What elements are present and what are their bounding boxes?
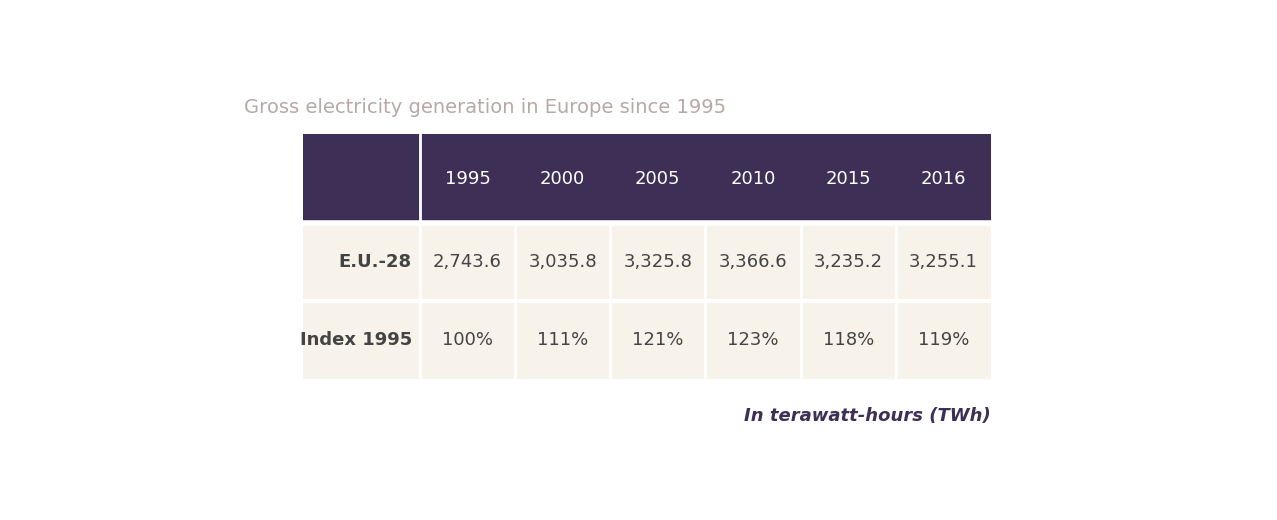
Text: Gross electricity generation in Europe since 1995: Gross electricity generation in Europe s… [244,98,725,118]
Text: 100%: 100% [442,331,493,349]
FancyBboxPatch shape [303,301,991,379]
Text: 111%: 111% [538,331,589,349]
Text: 2,743.6: 2,743.6 [433,253,502,270]
Text: 3,235.2: 3,235.2 [813,253,882,270]
FancyBboxPatch shape [303,135,991,223]
Text: 1995: 1995 [444,170,490,188]
FancyBboxPatch shape [303,223,991,301]
Text: 118%: 118% [822,331,873,349]
Text: 2015: 2015 [825,170,871,188]
Text: 3,366.6: 3,366.6 [719,253,788,270]
Text: 2000: 2000 [540,170,585,188]
Text: 3,255.1: 3,255.1 [909,253,978,270]
Text: Index 1995: Index 1995 [300,331,412,349]
Text: E.U.-28: E.U.-28 [338,253,412,270]
Text: In terawatt-hours (TWh): In terawatt-hours (TWh) [744,407,991,425]
Text: 119%: 119% [918,331,969,349]
Text: 2005: 2005 [635,170,681,188]
Text: 2010: 2010 [730,170,775,188]
Text: 123%: 123% [728,331,779,349]
Text: 3,325.8: 3,325.8 [623,253,692,270]
Text: 2016: 2016 [921,170,967,188]
Text: 3,035.8: 3,035.8 [529,253,596,270]
Text: 121%: 121% [632,331,683,349]
